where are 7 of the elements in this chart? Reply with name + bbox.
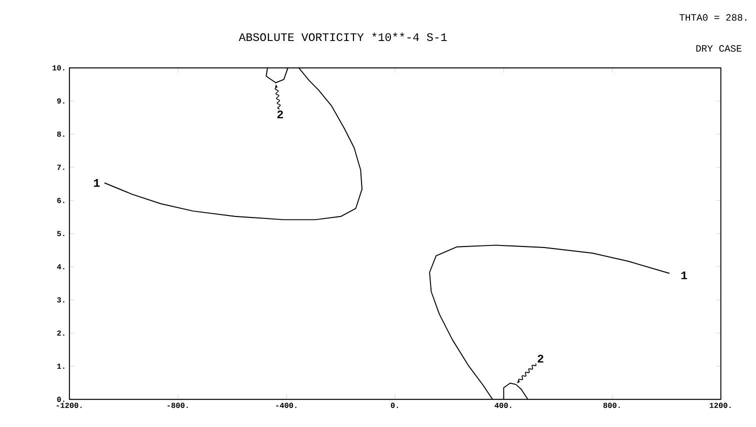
text: THTA0 = 288.: [680, 14, 746, 21]
text: 2: [538, 355, 544, 363]
text: DRY CASE: [696, 45, 742, 52]
series-label: 1: [681, 272, 688, 280]
chart-title: ABSOLUTE VORTICITY *10**-4 S-1: [238, 32, 447, 42]
legend-label: 2: [277, 110, 283, 118]
series-label: 1: [94, 179, 100, 187]
